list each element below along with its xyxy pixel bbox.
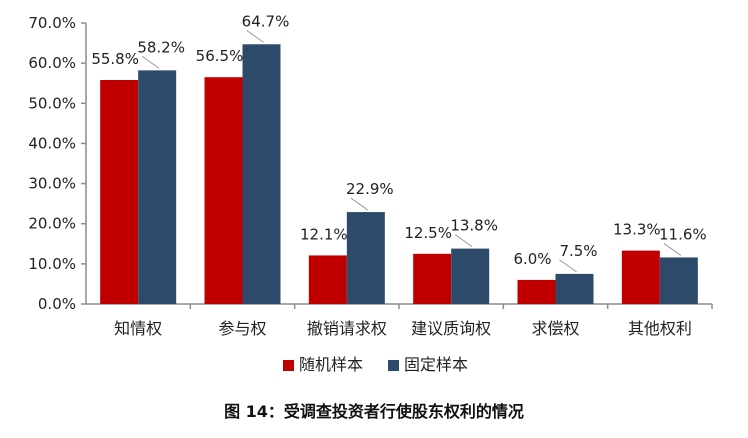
x-tick-label: 参与权 (218, 319, 266, 338)
leader-line (246, 29, 264, 43)
leader-line (454, 234, 473, 248)
data-label: 58.2% (137, 38, 185, 56)
data-label: 56.5% (196, 47, 244, 65)
bar-random-sample (204, 77, 243, 304)
legend-label: 固定样本 (404, 355, 468, 374)
data-label: 22.9% (346, 180, 394, 198)
bar-fixed-sample (242, 44, 281, 304)
y-tick-label: 40.0% (28, 134, 76, 152)
y-tick-label: 0.0% (38, 295, 76, 313)
y-tick-label: 70.0% (28, 14, 76, 32)
data-label: 7.5% (559, 242, 597, 260)
data-label: 6.0% (513, 250, 551, 268)
bar-random-sample (100, 80, 139, 304)
chart: 0.0% 10.0% 20.0% 30.0% 40.0% 50.0% 60.0% 70.0% 知… (28, 12, 713, 374)
y-tick-label: 30.0% (28, 175, 76, 193)
bar-random-sample (413, 253, 452, 304)
bar-random-sample (308, 255, 347, 304)
data-label: 13.3% (613, 221, 661, 239)
data-label: 64.7% (242, 12, 290, 30)
bar-random-sample (517, 279, 556, 304)
bar-fixed-sample (138, 70, 177, 305)
legend-swatch (388, 360, 399, 371)
legend: 随机样本 固定样本 (283, 355, 468, 374)
figure-caption: 图 14：受调查投资者行使股东权利的情况 (224, 402, 524, 421)
legend-swatch (283, 360, 294, 371)
data-label: 55.8% (91, 50, 139, 68)
bar-fixed-sample (659, 257, 698, 304)
bar-fixed-sample (451, 248, 490, 304)
x-tick-label: 知情权 (114, 319, 162, 338)
bar-random-sample (621, 250, 660, 304)
data-labels: 55.8%58.2% 56.5% 64.7% 12.1% 22.9% 12.5%13.8%… (91, 12, 707, 273)
y-tick-label: 10.0% (28, 255, 76, 273)
bars (100, 44, 698, 305)
legend-label: 随机样本 (299, 355, 363, 374)
data-label: 12.1% (300, 225, 348, 243)
axes: 0.0% 10.0% 20.0% 30.0% 40.0% 50.0% 60.0% 70.0% 知… (28, 14, 713, 338)
y-tick-label: 50.0% (28, 94, 76, 112)
x-tick-label: 撤销请求权 (307, 319, 387, 338)
y-tick-label: 60.0% (28, 54, 76, 72)
x-tick-label: 其他权利 (628, 319, 692, 338)
leader-line (350, 197, 369, 211)
leader-line (559, 259, 577, 273)
bar-fixed-sample (346, 212, 385, 304)
y-tick-label: 20.0% (28, 215, 76, 233)
x-tick-label: 建议质询权 (411, 319, 491, 338)
data-label: 13.8% (450, 217, 498, 235)
leader-line (663, 243, 682, 256)
data-label: 11.6% (659, 225, 707, 243)
x-tick-label: 求偿权 (531, 319, 579, 338)
data-label: 12.5% (404, 224, 452, 242)
bar-fixed-sample (555, 273, 594, 304)
leader-line (141, 55, 160, 69)
